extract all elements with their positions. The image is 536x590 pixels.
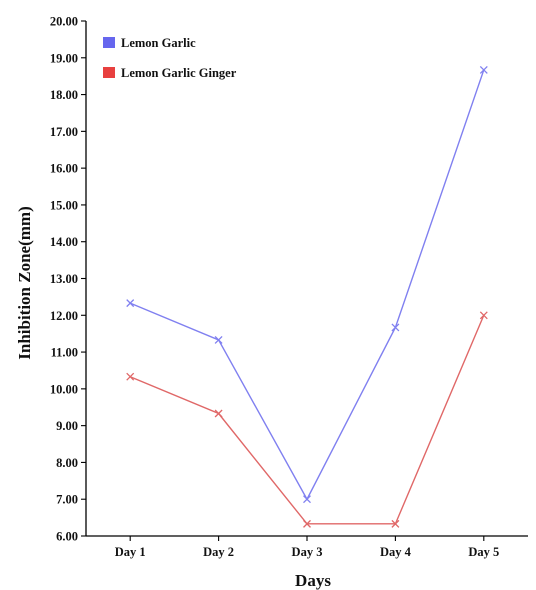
y-tick-label: 18.00 [50,88,78,102]
y-axis-title: Inhibition Zone(mm) [15,206,34,360]
y-tick-label: 10.00 [50,382,78,396]
y-tick-label: 6.00 [56,530,78,544]
y-tick-label: 20.00 [50,15,78,29]
data-point-lemon-garlic-ginger [303,519,311,528]
y-tick-label: 16.00 [50,162,78,176]
data-point-lemon-garlic [391,323,400,332]
data-point-lemon-garlic-ginger [126,372,135,381]
marker-stroke [391,323,400,332]
marker-stroke [126,299,135,308]
data-point-lemon-garlic-ginger [479,311,488,320]
y-tick-label: 17.00 [50,125,78,139]
y-tick-label: 7.00 [56,493,78,507]
data-point-lemon-garlic [303,495,311,504]
data-point-lemon-garlic-ginger [391,519,400,528]
y-tick-label: 11.00 [51,346,78,360]
y-tick-label: 19.00 [50,51,78,65]
legend: Lemon Garlic Lemon Garlic Ginger [103,36,237,80]
marker-stroke [214,335,223,344]
data-point-lemon-garlic [479,65,488,74]
marker-stroke [303,519,311,528]
legend-swatch [103,37,115,48]
data-point-lemon-garlic [214,335,223,344]
x-tick-label: Day 2 [203,545,234,559]
x-axis-title: Days [295,571,331,590]
y-tick-label: 14.00 [50,235,78,249]
axes [85,21,528,537]
marker-stroke [391,519,400,528]
x-tick-label: Day 5 [468,545,499,559]
marker-stroke [214,409,223,418]
marker-stroke [479,311,488,320]
series-group [126,65,488,528]
marker-stroke [479,65,488,74]
x-tick-label: Day 4 [380,545,412,559]
marker-stroke [303,495,311,504]
y-axis-ticks: 6.00 7.00 8.00 9.00 10.00 11.00 12.00 13.00 14.0… [50,15,86,544]
marker-stroke [126,372,135,381]
data-point-lemon-garlic [126,299,135,308]
x-axis-ticks: Day 1 Day 2 Day 3 Day 4 Day 5 [115,536,499,559]
data-point-lemon-garlic-ginger [214,409,223,418]
x-tick-label: Day 3 [292,545,323,559]
y-tick-label: 12.00 [50,309,78,323]
y-tick-label: 9.00 [56,419,78,433]
y-tick-label: 8.00 [56,456,78,470]
legend-label: Lemon Garlic [121,36,196,50]
series-line-lemon-garlic [129,69,485,501]
x-tick-label: Day 1 [115,545,146,559]
legend-label: Lemon Garlic Ginger [121,66,237,80]
legend-swatch [103,67,115,78]
y-tick-label: 15.00 [50,198,78,212]
y-tick-label: 13.00 [50,272,78,286]
series-line-lemon-garlic-ginger [129,315,485,525]
